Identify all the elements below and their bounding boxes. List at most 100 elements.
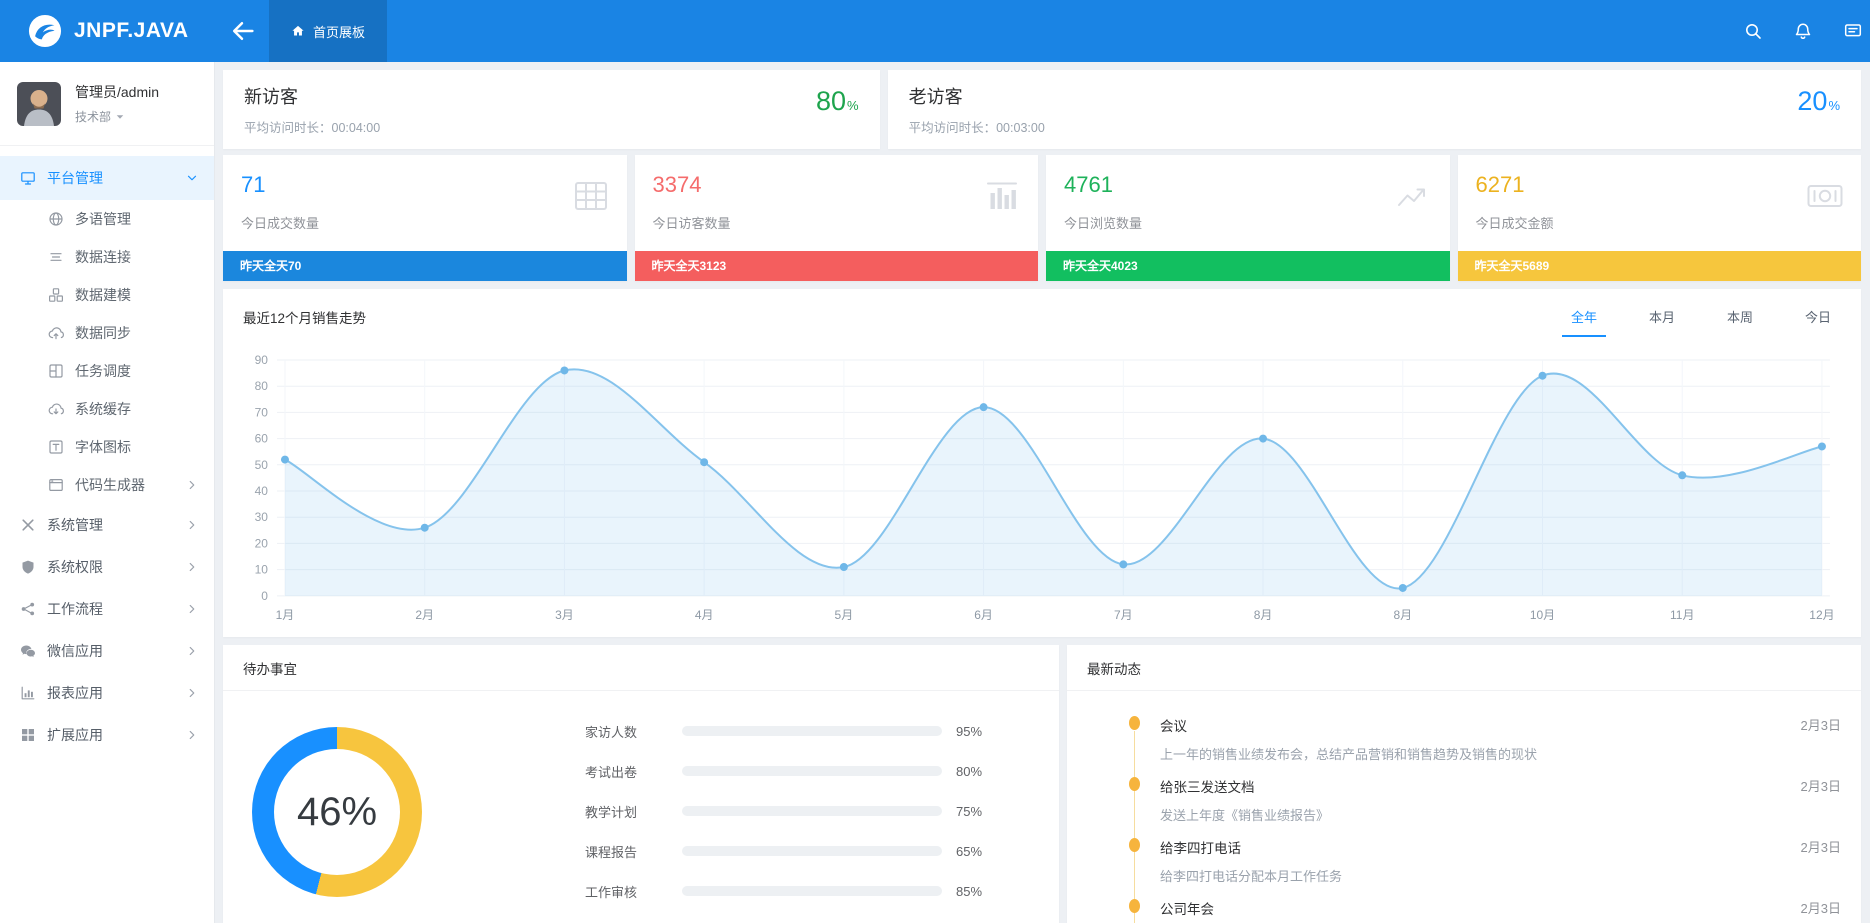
sidebar: 管理员/admin 技术部 平台管理多语管理数据连接数据建模 数据同步 任务调度系统…: [0, 62, 215, 923]
chart-tab-0[interactable]: 全年: [1561, 303, 1606, 337]
stat-footer: 昨天全天5689: [1457, 251, 1861, 281]
stat-footer: 昨天全天70: [223, 251, 627, 281]
globe-icon: [49, 212, 63, 226]
chart-title: 最近12个月销售走势: [243, 311, 367, 326]
svg-text:5月: 5月: [835, 608, 854, 622]
timeline-dot: [1129, 899, 1140, 913]
svg-text:60: 60: [255, 432, 269, 446]
sidebar-item-3[interactable]: 数据建模: [0, 276, 214, 314]
user-profile[interactable]: 管理员/admin 技术部: [0, 62, 214, 146]
stat-card-3: 6271 今日成交金额 昨天全天5689: [1457, 155, 1861, 281]
sidebar-item-label: 数据连接: [75, 249, 131, 265]
timeline-item-title: 给张三发送文档: [1160, 780, 1255, 795]
task-label: 工作审核: [584, 884, 637, 900]
sidebar-item-5[interactable]: 任务调度: [0, 352, 214, 390]
todo-body: 46% 总完成率 家访人数 95% 考试出卷 80% 教学计划 75% 课程报告 65% 工作审…: [223, 691, 1059, 923]
todo-card: 待办事宜 46% 总完成率 家访人数 95% 考试出卷 80% 教学计划 75% 课程报告 6…: [223, 645, 1059, 923]
chart-icon: [21, 686, 35, 700]
task-percent: 95%: [956, 723, 983, 739]
cubes-icon: [49, 288, 63, 302]
visitor-card-title: 新访客: [244, 87, 298, 107]
chart-tab-2[interactable]: 本周: [1726, 310, 1753, 325]
cloudup-icon: [48, 327, 64, 340]
sidebar-item-9[interactable]: 系统管理: [0, 504, 214, 546]
user-meta: 管理员/admin 技术部: [75, 82, 159, 125]
sidebar-item-label: 报表应用: [47, 685, 103, 701]
font-icon: [49, 440, 63, 454]
sidebar-item-14[interactable]: 扩展应用: [0, 714, 214, 756]
sidebar-menu: 平台管理多语管理数据连接数据建模 数据同步 任务调度系统缓存字体图标代码生成器系统管…: [0, 146, 214, 756]
task-label: 教学计划: [584, 804, 637, 820]
sidebar-item-6[interactable]: 系统缓存: [0, 390, 214, 428]
sidebar-item-12[interactable]: 微信应用: [0, 630, 214, 672]
svg-text:30: 30: [255, 510, 269, 524]
sidebar-item-8[interactable]: 代码生成器: [0, 466, 214, 504]
visitor-card-returning: 老访客 平均访问时长：00:03:00 20%: [887, 70, 1861, 149]
sidebar-item-label: 系统权限: [47, 559, 103, 575]
bell-icon[interactable]: [1794, 22, 1812, 40]
task-row-5: 其他计划65%: [422, 911, 1033, 923]
user-dept-dropdown[interactable]: 技术部: [75, 108, 159, 125]
sidebar-item-label: 字体图标: [75, 439, 131, 455]
tab-label: 首页展板: [313, 24, 366, 40]
chevron-right-icon: [189, 480, 195, 490]
chevron-right-icon: [189, 562, 195, 572]
sales-line-chart: 0 10 20 30 40 50 60 70 80 90 1月 2月 3月 4月 5月 6月 7月 8月 8月 10月…: [255, 353, 1835, 622]
user-dept-label: 技术部: [75, 110, 112, 124]
stat-cards-row: 71 今日成交数量 昨天全天70 3374 今日访客数量 昨天全天3123 4761 今日浏览…: [223, 155, 1861, 281]
sidebar-item-2[interactable]: 数据连接: [0, 238, 214, 276]
task-percent: 75%: [956, 803, 983, 819]
chart-tab-3[interactable]: 今日: [1804, 310, 1831, 325]
stat-footer: 昨天全天4023: [1046, 251, 1450, 281]
list-icon: [50, 253, 62, 261]
stat-card-1: 3374 今日访客数量 昨天全天3123: [634, 155, 1038, 281]
sidebar-item-13[interactable]: 报表应用: [0, 672, 214, 714]
visitor-card-title: 老访客: [908, 87, 963, 107]
svg-text:0: 0: [261, 589, 268, 603]
avatar: [17, 81, 61, 126]
sidebar-item-7[interactable]: 字体图标: [0, 428, 214, 466]
sidebar-item-label: 系统缓存: [75, 401, 131, 417]
tools-icon: [22, 519, 34, 531]
stat-card-0: 71 今日成交数量 昨天全天70: [223, 155, 627, 281]
sidebar-item-4[interactable]: 数据同步: [0, 314, 214, 352]
message-icon[interactable]: [1844, 22, 1862, 40]
svg-text:8月: 8月: [1254, 608, 1273, 622]
sidebar-item-11[interactable]: 工作流程: [0, 588, 214, 630]
task-row-4: 工作审核 85%: [422, 871, 1033, 911]
timeline: 会议 上一年的销售业绩发布会，总结产品营销和销售趋势及销售的现状 2月3日 给张三发送…: [1067, 691, 1861, 923]
timeline-item-1: 给张三发送文档 发送上年度《销售业绩报告》 2月3日: [1129, 776, 1841, 824]
task-percent: 65%: [956, 843, 983, 859]
svg-text:70: 70: [255, 405, 269, 419]
shield-icon: [22, 560, 34, 574]
timeline-item-desc: 上一年的销售业绩发布会，总结产品营销和销售趋势及销售的现状: [1160, 747, 1538, 762]
sidebar-item-1[interactable]: 多语管理: [0, 200, 214, 238]
stat-label: 今日成交金额: [1475, 216, 1554, 231]
chart-tab-1[interactable]: 本月: [1648, 310, 1675, 325]
sidebar-item-label: 多语管理: [75, 211, 131, 227]
money-icon: [1807, 185, 1843, 207]
svg-text:50: 50: [255, 458, 269, 472]
svg-text:40: 40: [255, 484, 269, 498]
stat-card-2: 4761 今日浏览数量 昨天全天4023: [1046, 155, 1450, 281]
search-icon[interactable]: [1744, 22, 1762, 40]
sidebar-item-10[interactable]: 系统权限: [0, 546, 214, 588]
sidebar-item-label: 系统管理: [47, 517, 103, 533]
tab-home-dashboard[interactable]: 首页展板: [269, 0, 388, 62]
stat-label: 今日浏览数量: [1064, 216, 1143, 231]
task-label: 家访人数: [584, 724, 637, 740]
sidebar-item-0[interactable]: 平台管理: [0, 156, 214, 200]
visitor-card-new: 新访客 平均访问时长：00:04:00 80%: [223, 70, 880, 149]
back-arrow-icon[interactable]: [230, 18, 256, 44]
task-percent: 85%: [956, 883, 983, 899]
brand[interactable]: JNPF.JAVA: [0, 14, 214, 48]
news-card-title: 最新动态: [1067, 645, 1861, 691]
timeline-item-title: 给李四打电话: [1160, 841, 1241, 856]
stat-label: 今日成交数量: [241, 216, 320, 231]
timeline-item-date: 2月3日: [1800, 901, 1841, 916]
timeline-item-title: 公司年会: [1160, 902, 1214, 917]
svg-text:80: 80: [255, 379, 269, 393]
histogram-icon: [987, 182, 1017, 209]
timeline-item-3: 公司年会发年终奖啦，啦啦啦~~2月3日: [1129, 898, 1841, 923]
task-row-2: 教学计划 75%: [422, 791, 1033, 831]
